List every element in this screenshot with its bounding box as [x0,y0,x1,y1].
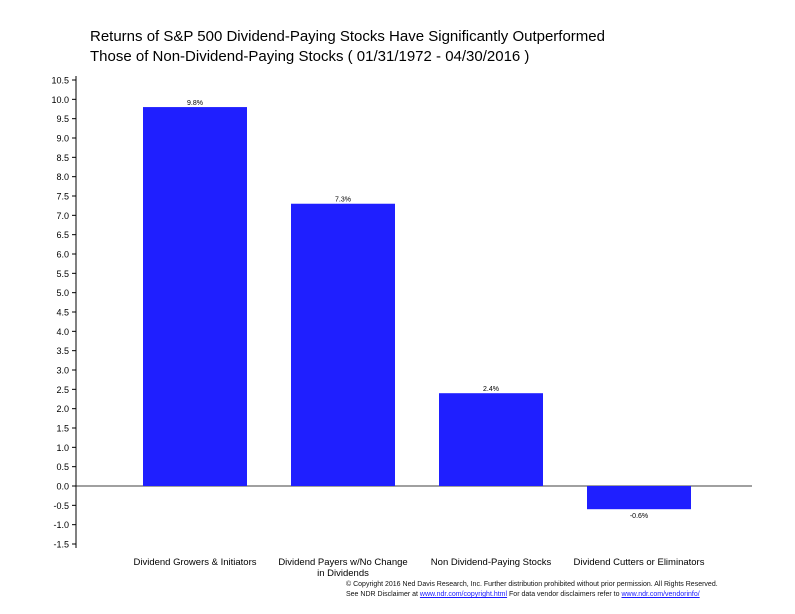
category-labels: Dividend Growers & Initiators Dividend Pa… [133,557,704,579]
category-label: Dividend Payers w/No Change [278,557,407,568]
y-tick-label: 6.0 [56,250,69,260]
bar [143,107,247,487]
bar [439,393,543,486]
y-tick-label: 3.5 [56,346,69,356]
disclaimer-middle: For data vendor disclaimers refer to [507,591,622,598]
y-tick-label: 1.0 [56,443,69,453]
category-label: in Dividends [317,568,369,579]
y-tick-label: -0.5 [53,501,69,511]
category-label: Non Dividend-Paying Stocks [431,557,552,568]
y-tick-label: 2.5 [56,385,69,395]
y-tick-label: 7.0 [56,211,69,221]
y-tick-label: 1.5 [56,424,69,434]
y-tick-label: 6.5 [56,230,69,240]
y-tick-label: 5.5 [56,269,69,279]
y-tick-label: 10.5 [51,76,69,86]
y-tick-label: 2.0 [56,404,69,414]
chart-title-line-1: Returns of S&P 500 Dividend-Paying Stock… [90,28,605,45]
vendor-info-link[interactable]: www.ndr.com/vendorinfo/ [621,591,700,598]
category-label: Dividend Growers & Initiators [133,557,256,568]
bars [143,107,691,510]
y-tick-label: 9.0 [56,134,69,144]
disclaimer-prefix: See NDR Disclaimer at [346,591,420,598]
value-labels: 9.8% 7.3% 2.4% -0.6% [187,100,648,520]
y-tick-label: 3.0 [56,366,69,376]
y-tick-label: 5.0 [56,288,69,298]
value-label: 9.8% [187,100,203,107]
copyright-line: © Copyright 2016 Ned Davis Research, Inc… [346,581,718,588]
y-tick-label: -1.5 [53,540,69,550]
y-tick-label: 7.5 [56,192,69,202]
chart-title: Returns of S&P 500 Dividend-Paying Stock… [90,27,730,67]
y-tick-label: 8.5 [56,153,69,163]
value-label: -0.6% [630,513,648,520]
copyright-footer: © Copyright 2016 Ned Davis Research, Inc… [300,580,760,600]
disclaimer-line: See NDR Disclaimer at www.ndr.com/copyri… [300,590,760,600]
chart-title-line-2: Those of Non-Dividend-Paying Stocks ( 01… [90,48,530,65]
value-label: 7.3% [335,197,351,204]
y-tick-label: 10.0 [51,95,69,105]
y-tick-label: -1.0 [53,520,69,530]
y-tick-label: 4.5 [56,308,69,318]
y-tick-label: 8.0 [56,172,69,182]
bar [587,486,691,510]
bar [291,203,395,486]
y-tick-label: 0.0 [56,482,69,492]
y-tick-label: 4.0 [56,327,69,337]
category-label: Dividend Cutters or Eliminators [574,557,705,568]
y-tick-label: 9.5 [56,114,69,124]
value-label: 2.4% [483,386,499,393]
copyright-link[interactable]: www.ndr.com/copyright.html [419,591,508,598]
y-tick-label: 0.5 [56,462,69,472]
